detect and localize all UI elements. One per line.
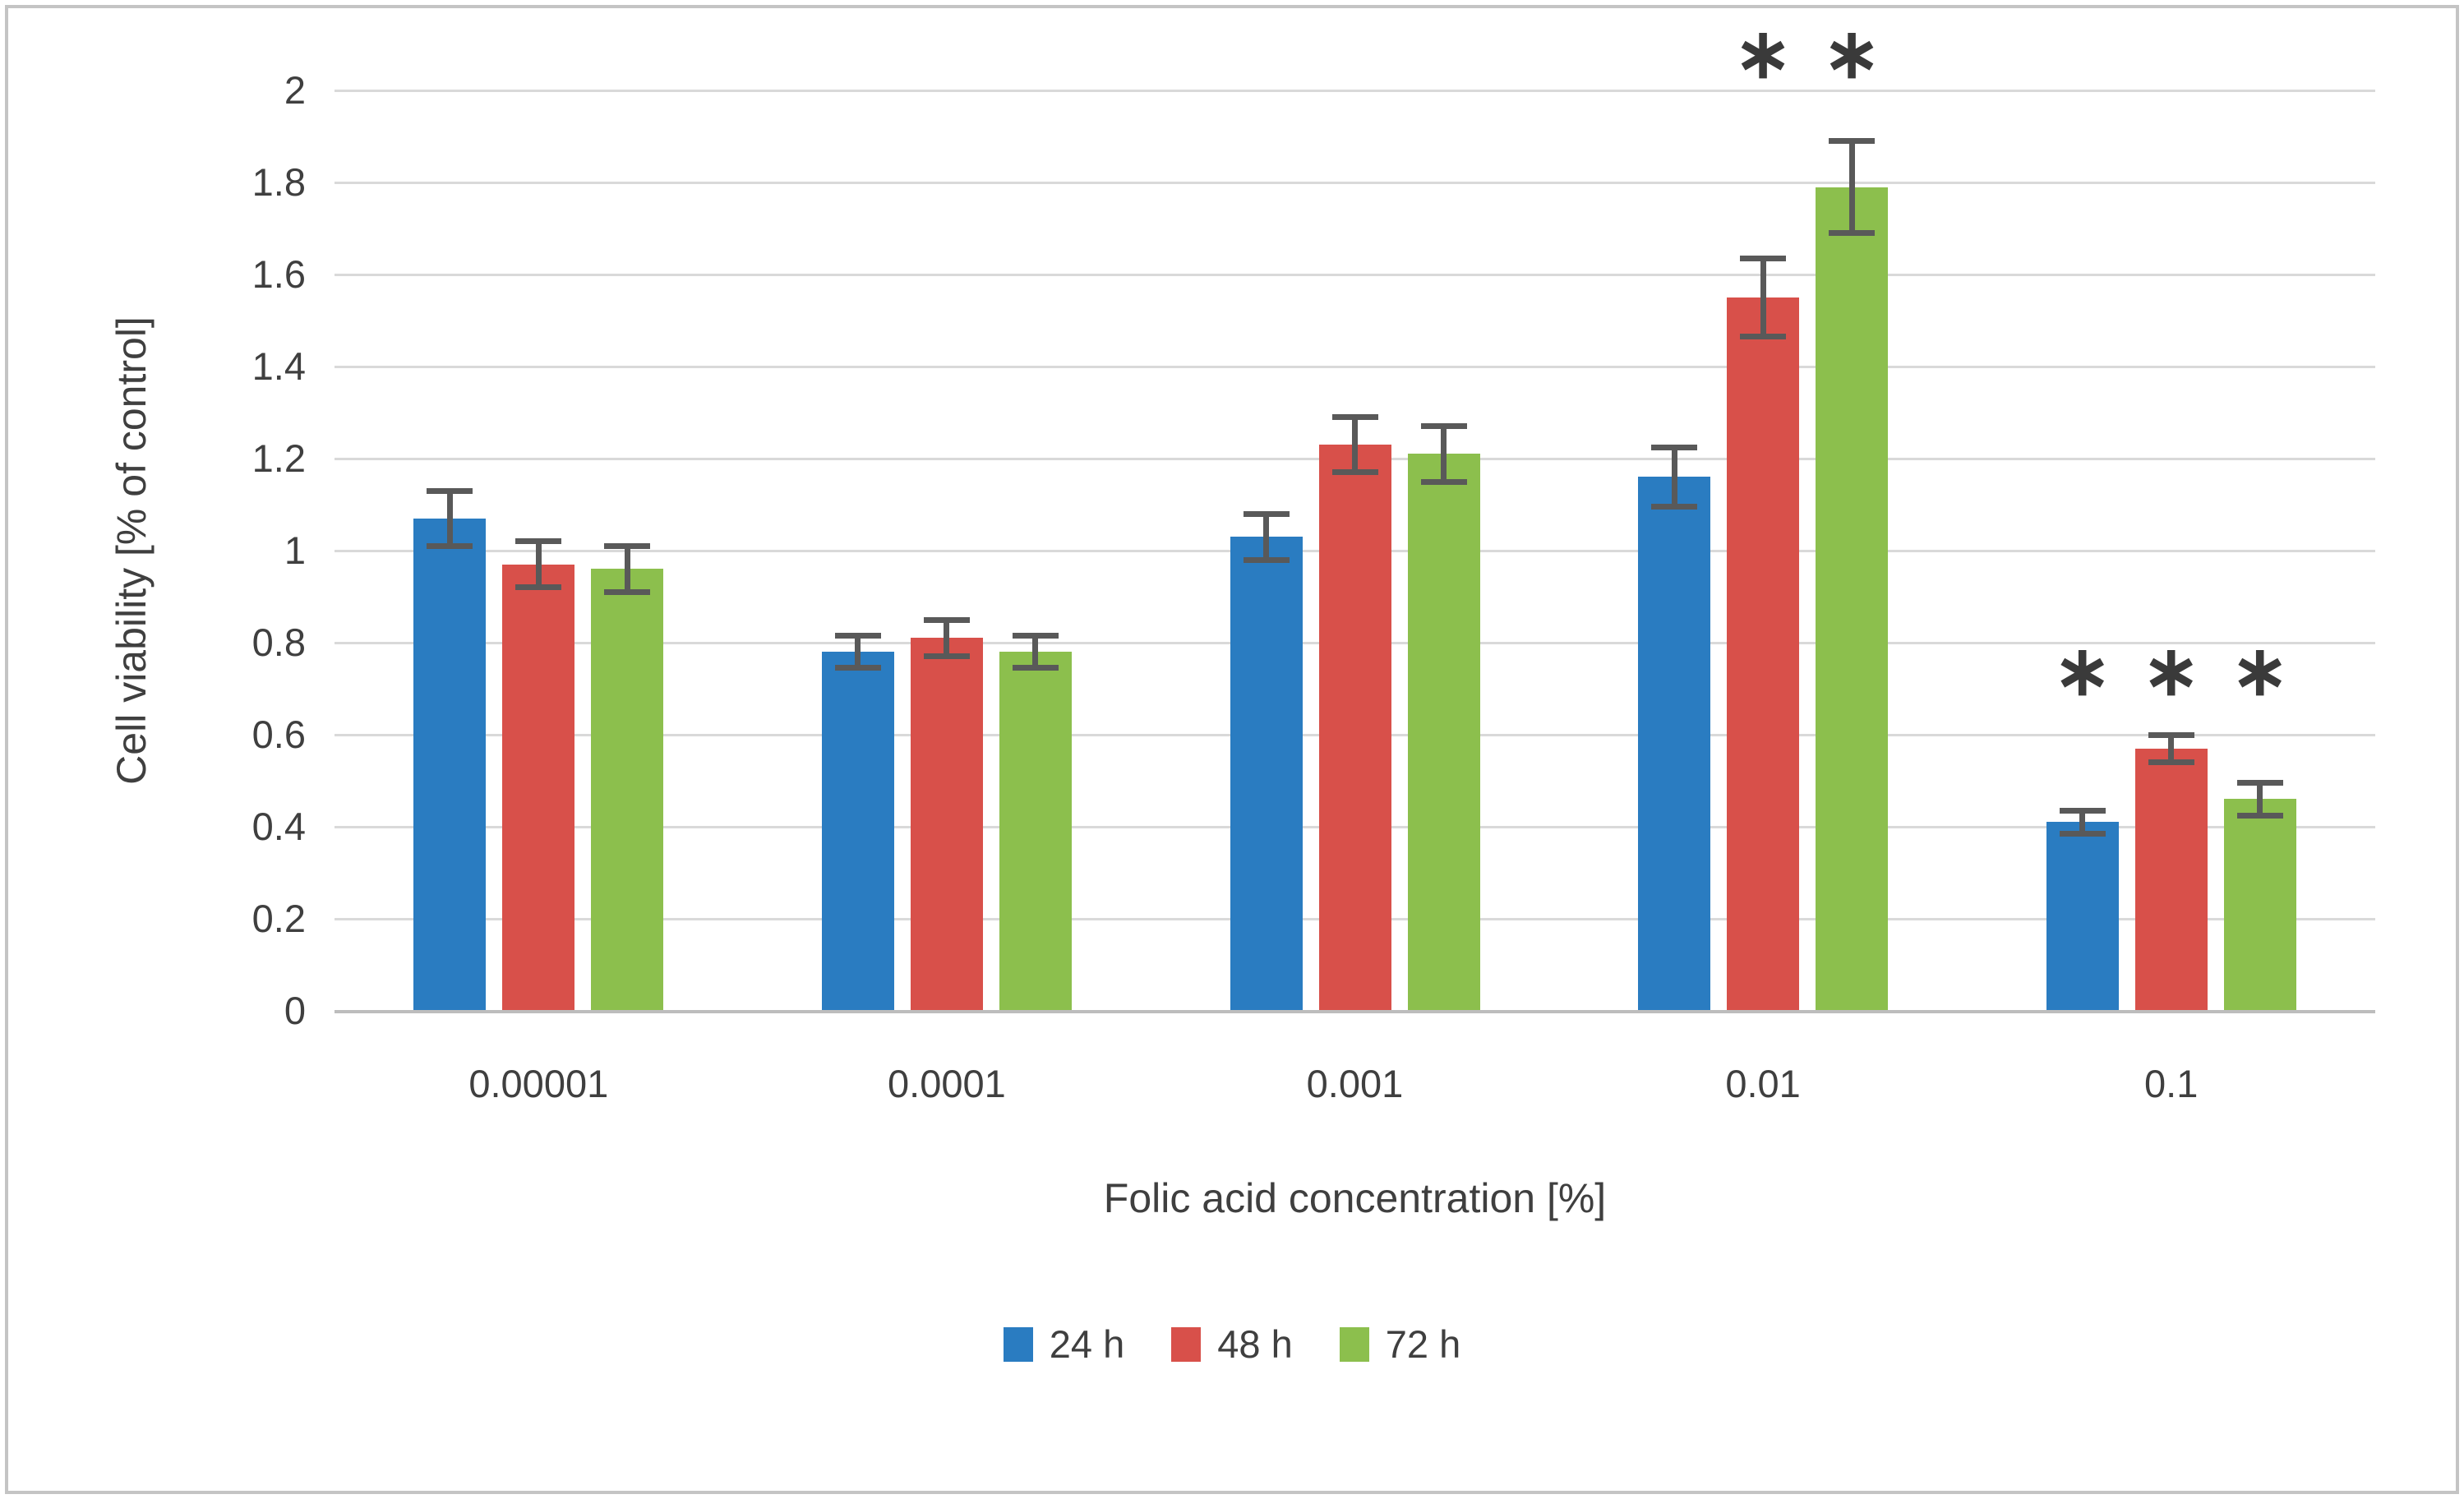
- bar-72h-0.00001: [591, 569, 664, 1011]
- error-bar-cap-top: [2148, 731, 2194, 738]
- legend-label: 24 h: [1049, 1322, 1125, 1366]
- error-bar-cap-bottom: [1012, 665, 1059, 671]
- error-bar: [2168, 735, 2175, 763]
- error-bar-cap-top: [1420, 423, 1467, 430]
- error-bar: [1441, 426, 1447, 482]
- significance-asterisk: ∗: [1733, 15, 1793, 93]
- gridline: [335, 365, 2375, 368]
- y-tick-label: 1.6: [251, 252, 306, 296]
- error-bar: [1263, 514, 1269, 560]
- error-bar-cap-bottom: [1420, 478, 1467, 485]
- bar-48h-0.01: [1727, 297, 1800, 1011]
- chart-border: [5, 5, 2459, 1494]
- significance-asterisk: ∗: [1822, 15, 1881, 93]
- y-tick-label: 1: [284, 528, 306, 572]
- significance-asterisk: ∗: [2142, 631, 2200, 709]
- error-bar: [1848, 141, 1855, 233]
- legend-swatch: [1003, 1326, 1033, 1362]
- legend-swatch: [1171, 1326, 1202, 1362]
- bar-24h-0.01: [1638, 477, 1711, 1011]
- legend-item-48h: 48 h: [1171, 1322, 1293, 1366]
- error-bar-cap-top: [604, 542, 651, 549]
- x-tick-label: 0.00001: [468, 1062, 609, 1105]
- y-tick-label: 0.2: [251, 897, 306, 940]
- bar-72h-0.1: [2223, 799, 2296, 1011]
- error-bar-cap-bottom: [2236, 812, 2283, 819]
- error-bar-cap-top: [1740, 255, 1787, 261]
- error-bar-cap-bottom: [2059, 830, 2106, 837]
- bar-48h-0.00001: [502, 564, 575, 1011]
- bar-24h-0.001: [1230, 537, 1303, 1011]
- gridline: [335, 181, 2375, 184]
- bar-24h-0.1: [2046, 822, 2119, 1011]
- legend-item-24h: 24 h: [1003, 1322, 1125, 1366]
- legend-item-72h: 72 h: [1339, 1322, 1461, 1366]
- y-tick-label: 0.4: [251, 805, 306, 848]
- error-bar: [535, 541, 542, 588]
- x-tick-label: 0.1: [2144, 1062, 2199, 1105]
- error-bar-cap-top: [2236, 780, 2283, 786]
- x-tick-label: 0.01: [1725, 1062, 1801, 1105]
- error-bar: [1760, 258, 1766, 337]
- y-tick-label: 0.8: [251, 620, 306, 664]
- x-axis-title: Folic acid concentration [%]: [1103, 1175, 1607, 1221]
- error-bar: [944, 620, 950, 657]
- bar-48h-0.0001: [910, 638, 983, 1011]
- error-bar-cap-top: [834, 633, 881, 639]
- error-bar: [1032, 635, 1039, 668]
- y-tick-label: 0.6: [251, 713, 306, 756]
- x-tick-label: 0.0001: [888, 1062, 1006, 1105]
- error-bar-cap-bottom: [923, 653, 970, 660]
- error-bar-cap-top: [515, 538, 562, 545]
- error-bar-cap-bottom: [2148, 759, 2194, 766]
- bar-48h-0.001: [1318, 445, 1391, 1011]
- error-bar-cap-bottom: [1740, 334, 1787, 340]
- legend-label: 72 h: [1385, 1322, 1461, 1366]
- legend: 24 h 48 h 72 h: [0, 1325, 2464, 1363]
- error-bar-cap-top: [1829, 138, 1876, 145]
- error-bar-cap-bottom: [604, 588, 651, 595]
- error-bar: [2079, 810, 2086, 834]
- error-bar-cap-bottom: [515, 584, 562, 591]
- error-bar: [446, 491, 453, 547]
- error-bar-cap-bottom: [1243, 556, 1290, 563]
- error-bar-cap-bottom: [1651, 504, 1698, 510]
- bar-72h-0.01: [1816, 187, 1889, 1011]
- x-tick-label: 0.001: [1306, 1062, 1404, 1105]
- error-bar-cap-top: [1651, 444, 1698, 450]
- error-bar-cap-bottom: [1829, 230, 1876, 237]
- error-bar-cap-top: [1243, 510, 1290, 517]
- bar-24h-0.00001: [413, 518, 487, 1011]
- bar-24h-0.0001: [821, 652, 894, 1011]
- error-bar-cap-bottom: [427, 542, 473, 549]
- legend-swatch: [1339, 1326, 1369, 1362]
- bar-48h-0.1: [2134, 748, 2208, 1011]
- y-tick-label: 1.8: [251, 160, 306, 204]
- y-tick-label: 1.4: [251, 344, 306, 388]
- gridline: [335, 273, 2375, 276]
- y-tick-label: 1.2: [251, 436, 306, 480]
- error-bar-cap-top: [1012, 633, 1059, 639]
- y-tick-label: 0: [284, 989, 306, 1032]
- gridline: [335, 89, 2375, 92]
- y-tick-label: 2: [284, 68, 306, 112]
- error-bar-cap-top: [1331, 414, 1378, 421]
- x-axis-line: [335, 1010, 2375, 1013]
- significance-asterisk: ∗: [2053, 631, 2111, 709]
- error-bar: [624, 546, 630, 593]
- legend-label: 48 h: [1217, 1322, 1293, 1366]
- error-bar-cap-top: [923, 616, 970, 623]
- error-bar-cap-top: [427, 487, 473, 494]
- error-bar-cap-top: [2059, 807, 2106, 814]
- significance-asterisk: ∗: [2231, 631, 2289, 709]
- error-bar: [2257, 782, 2263, 815]
- bar-72h-0.0001: [999, 652, 1072, 1011]
- bar-72h-0.001: [1407, 454, 1480, 1011]
- error-bar: [1671, 447, 1677, 507]
- error-bar: [855, 635, 861, 668]
- error-bar-cap-bottom: [1331, 469, 1378, 476]
- error-bar-cap-bottom: [834, 665, 881, 671]
- error-bar: [1352, 417, 1358, 473]
